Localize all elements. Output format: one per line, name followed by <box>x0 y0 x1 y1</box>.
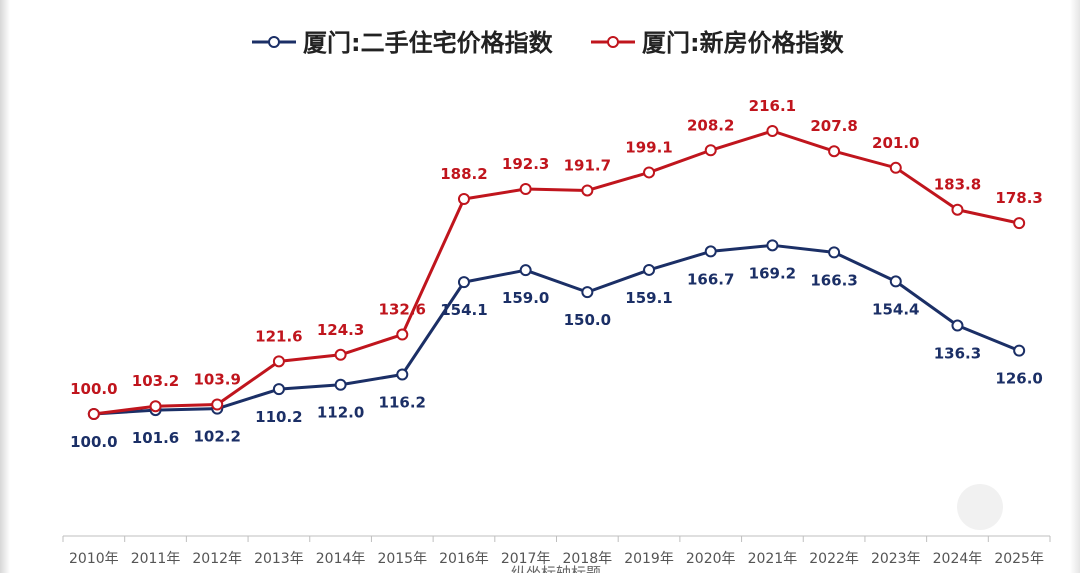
secondhand-data-label: 110.2 <box>255 408 302 426</box>
new-home-point <box>334 348 347 361</box>
legend: 厦门:二手住宅价格指数 厦门:新房价格指数 <box>252 29 845 57</box>
secondhand-point <box>519 264 532 277</box>
new-home-data-label: 124.3 <box>317 321 364 339</box>
secondhand-point <box>951 319 964 332</box>
new-home-data-label: 199.1 <box>625 138 672 156</box>
x-tick-label: 2014年 <box>316 551 366 567</box>
legend-marker-secondhand <box>268 36 280 48</box>
x-tick-label: 2019年 <box>624 551 674 567</box>
new-home-point <box>1013 217 1026 230</box>
new-home-point <box>581 184 594 197</box>
new-home-data-label: 121.6 <box>255 327 302 345</box>
x-tick-label: 2013年 <box>254 551 304 567</box>
legend-label-new-home: 厦门:新房价格指数 <box>642 29 845 57</box>
new-home-data-label: 183.8 <box>934 176 981 194</box>
secondhand-data-label: 166.7 <box>687 270 734 288</box>
secondhand-point <box>457 276 470 289</box>
secondhand-data-label: 154.1 <box>440 301 487 319</box>
x-axis-ticks <box>62 536 1051 542</box>
x-tick-label: 2024年 <box>933 551 983 567</box>
x-tick-label: 2018年 <box>563 551 613 567</box>
secondhand-data-label: 154.4 <box>872 300 919 318</box>
new-home-point <box>951 203 964 216</box>
new-home-point <box>457 193 470 206</box>
new-home-data-label: 132.6 <box>379 301 426 319</box>
secondhand-data-label: 166.3 <box>810 271 857 289</box>
secondhand-data-label: 116.2 <box>379 394 426 412</box>
new-home-line <box>93 129 1020 416</box>
watermark-icon <box>957 484 1003 530</box>
x-tick-label: 2016年 <box>439 551 489 567</box>
secondhand-point <box>889 275 902 288</box>
x-tick-label: 2012年 <box>192 551 242 567</box>
new-home-data-label: 103.9 <box>193 370 240 388</box>
x-tick-label: 2011年 <box>131 551 181 567</box>
new-home-point <box>889 161 902 174</box>
new-home-data-label: 216.1 <box>749 97 796 115</box>
legend-label-secondhand: 厦门:二手住宅价格指数 <box>303 29 554 57</box>
data-labels-secondhand: 100.0 101.6 102.2 110.2 112.0 116.2 154.1 159.0… <box>70 264 1043 451</box>
x-tick-label: 2010年 <box>69 551 119 567</box>
secondhand-data-label: 150.0 <box>564 311 611 329</box>
secondhand-data-label: 101.6 <box>132 429 179 447</box>
new-home-point <box>272 355 285 368</box>
new-home-point <box>87 408 100 420</box>
new-home-point <box>643 166 656 179</box>
new-home-data-label: 100.0 <box>70 380 117 398</box>
legend-marker-new-home <box>607 36 619 48</box>
secondhand-point <box>396 368 409 381</box>
x-tick-label: 2021年 <box>748 551 798 567</box>
secondhand-data-label: 102.2 <box>193 428 240 446</box>
legend-item-secondhand[interactable]: 厦门:二手住宅价格指数 <box>252 29 554 57</box>
data-labels-new-home: 100.0 103.2 103.9 121.6 124.3 132.6 188.2 192.3… <box>70 97 1043 398</box>
new-home-data-label: 208.2 <box>687 116 734 134</box>
secondhand-point <box>581 286 594 299</box>
secondhand-point <box>1013 344 1026 357</box>
secondhand-data-label: 126.0 <box>995 370 1042 388</box>
secondhand-data-label: 100.0 <box>70 433 117 451</box>
right-edge-shadow <box>1070 0 1080 573</box>
axis-title: 纵坐标轴标题 <box>511 564 601 573</box>
series-new-home <box>87 125 1026 420</box>
x-tick-label: 2017年 <box>501 551 551 567</box>
x-tick-label: 2022年 <box>809 551 859 567</box>
new-home-point <box>519 183 532 196</box>
secondhand-point <box>334 378 347 391</box>
secondhand-data-label: 112.0 <box>317 404 364 422</box>
left-edge-shadow <box>0 0 10 573</box>
legend-item-new-home[interactable]: 厦门:新房价格指数 <box>591 29 845 57</box>
new-home-data-label: 188.2 <box>440 165 487 183</box>
new-home-data-label: 103.2 <box>132 372 179 390</box>
x-tick-label: 2023年 <box>871 551 921 567</box>
new-home-point <box>149 400 162 413</box>
secondhand-line <box>93 243 1020 416</box>
x-tick-label: 2020年 <box>686 551 736 567</box>
x-tick-label: 2015年 <box>377 551 427 567</box>
new-home-point <box>704 144 717 157</box>
secondhand-point <box>272 383 285 396</box>
secondhand-point <box>828 246 841 259</box>
new-home-data-label: 192.3 <box>502 155 549 173</box>
new-home-point <box>211 398 224 411</box>
secondhand-point <box>704 245 717 258</box>
secondhand-data-label: 159.0 <box>502 289 549 307</box>
new-home-point <box>396 328 409 341</box>
secondhand-data-label: 159.1 <box>625 289 672 307</box>
series-secondhand <box>87 239 1026 420</box>
new-home-data-label: 207.8 <box>810 117 857 135</box>
secondhand-point <box>766 239 779 252</box>
new-home-data-label: 191.7 <box>564 156 611 174</box>
secondhand-data-label: 169.2 <box>749 264 796 282</box>
new-home-data-label: 178.3 <box>995 189 1042 207</box>
secondhand-data-label: 136.3 <box>934 345 981 363</box>
new-home-point <box>828 145 841 158</box>
x-axis-tick-labels: 2010年 2011年 2012年 2013年 2014年 2015年 2016年 2017年… <box>69 551 1044 567</box>
x-tick-label: 2025年 <box>994 551 1044 567</box>
new-home-data-label: 201.0 <box>872 134 919 152</box>
new-home-point <box>766 125 779 137</box>
secondhand-point <box>643 263 656 276</box>
